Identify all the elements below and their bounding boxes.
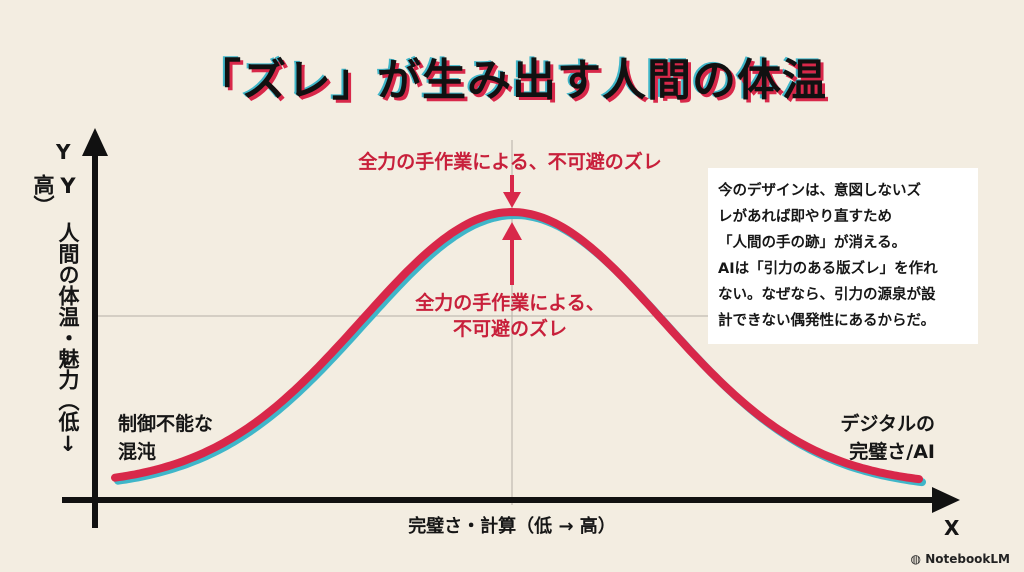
digital-label-line2: 完璧さ/AI — [849, 441, 935, 463]
y-axis-letter: Y — [56, 140, 71, 164]
peak-annotation-line2: 不可避のズレ — [452, 318, 567, 340]
y-axis-arrow-icon — [82, 128, 108, 156]
peak-annotation-line1: 全力の手作業による、 — [415, 292, 605, 314]
x-axis-label: 完璧さ・計算（低 → 高） — [408, 516, 616, 537]
note-line: 今のデザインは、意図しないズ — [718, 183, 921, 199]
bell-curve — [111, 207, 923, 484]
y-axis-label: Y 人間の体温・魅力（低↓高） — [31, 174, 80, 456]
notebook-logo-icon: ◍ — [910, 552, 921, 566]
chaos-label-line2: 混沌 — [118, 441, 157, 463]
chaos-label: 制御不能な 混沌 — [118, 410, 258, 466]
note-line: AIは「引力のある版ズレ」を作れ — [718, 261, 938, 277]
up-arrow-icon — [502, 222, 522, 240]
brand-name: NotebookLM — [925, 552, 1010, 566]
note-line: レがあれば即やり直すため — [718, 209, 892, 225]
note-line: 「人間の手の跡」が消える。 — [718, 235, 907, 251]
brand-watermark: ◍ NotebookLM — [911, 552, 1010, 566]
explanation-note-box: 今のデザインは、意図しないズ レがあれば即やり直すため 「人間の手の跡」が消える… — [708, 168, 978, 344]
down-arrow-icon — [503, 192, 521, 208]
x-axis-arrow-icon — [932, 487, 960, 513]
x-axis-letter: X — [944, 516, 960, 540]
peak-annotation-middle: 全力の手作業による、 不可避のズレ — [380, 290, 640, 342]
note-line: ない。なぜなら、引力の源泉が設 — [718, 287, 936, 303]
chaos-label-line1: 制御不能な — [118, 413, 214, 435]
digital-perfection-label: デジタルの 完璧さ/AI — [790, 410, 935, 466]
peak-annotation-top: 全力の手作業による、不可避のズレ — [358, 151, 662, 173]
page-title: 「ズレ」が生み出す人間の体温 — [197, 55, 827, 106]
note-line: 計できない偶発性にあるからだ。 — [718, 313, 936, 329]
digital-label-line1: デジタルの — [840, 413, 935, 435]
